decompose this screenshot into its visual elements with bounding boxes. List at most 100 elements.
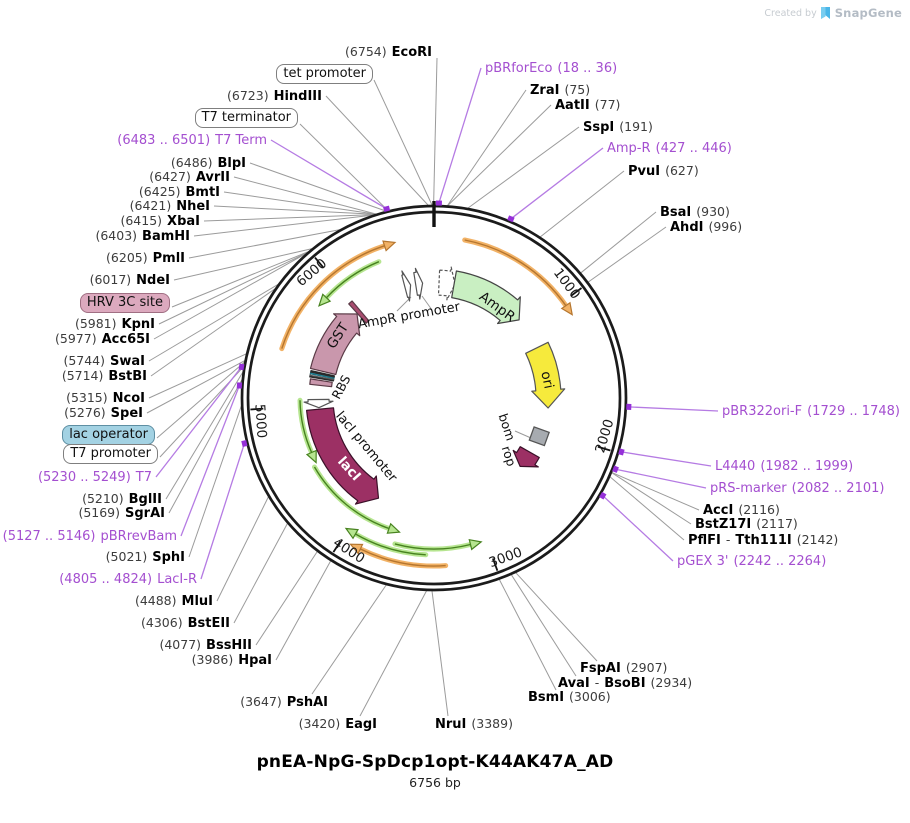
- avrii-text-1: AvrII: [195, 170, 230, 185]
- t7-term-primer-label[interactable]: (6483 .. 6501) T7 Term: [117, 131, 267, 149]
- snapgene-logo-icon: [820, 6, 830, 19]
- bstz17i-label[interactable]: BstZ17I (2117): [695, 515, 798, 533]
- eagi-label[interactable]: (3420) EagI: [299, 715, 377, 733]
- feature-t7-terminator-glyph[interactable]: [401, 270, 412, 302]
- pbr322ori-f-label[interactable]: pBR322ori-F (1729 .. 1748): [722, 402, 900, 420]
- blpi-label[interactable]: (6486) BlpI: [171, 154, 246, 172]
- hpai-label[interactable]: (3986) HpaI: [192, 651, 272, 669]
- acci-text-0: AccI: [703, 503, 734, 518]
- acc65i-label[interactable]: (5977) Acc65I: [55, 330, 150, 348]
- laci-r-label[interactable]: (4805 .. 4824) LacI-R: [59, 570, 197, 588]
- sgrai-text-1: SgrAI: [125, 506, 165, 521]
- ecori-label[interactable]: (6754) EcoRI: [345, 43, 432, 61]
- nrui-label[interactable]: NruI (3389): [435, 715, 513, 733]
- hindiii-label[interactable]: (6723) HindIII: [227, 87, 322, 105]
- feature-ori[interactable]: [525, 341, 566, 409]
- avai-bsobi-label[interactable]: AvaI - BsoBI (2934): [558, 674, 692, 692]
- fspai-label[interactable]: FspAI (2907): [580, 659, 667, 677]
- feature-hrv-3c-site[interactable]: [348, 300, 370, 324]
- bsshii-label[interactable]: (4077) BssHII: [159, 636, 252, 654]
- avai-bsobi-text-0: AvaI: [558, 676, 590, 691]
- feature-laci[interactable]: [306, 407, 380, 505]
- nhei-label[interactable]: (6421) NheI: [130, 197, 210, 215]
- bsai-label[interactable]: BsaI (930): [660, 203, 730, 221]
- amp-r-primer-label[interactable]: Amp-R (427 .. 446): [607, 139, 732, 157]
- feature-rbs[interactable]: [309, 378, 333, 388]
- pflfi-tth111i-text-0: PflFI: [688, 533, 721, 548]
- created-by-text: Created by: [764, 7, 817, 19]
- feature-rop[interactable]: [512, 446, 540, 468]
- bsmi-label[interactable]: BsmI (3006): [528, 688, 611, 706]
- feature-laci-promoter-glyph[interactable]: [303, 398, 334, 409]
- ncoi-label[interactable]: (5315) NcoI: [66, 389, 145, 407]
- bsteii-label[interactable]: (4306) BstEII: [141, 614, 230, 632]
- ncoi-text-0: (5315): [66, 390, 108, 405]
- plasmid-length: 6756 bp: [409, 775, 461, 790]
- aatii-label[interactable]: AatII (77): [555, 96, 620, 114]
- spei-label[interactable]: (5276) SpeI: [64, 404, 143, 422]
- bglii-label[interactable]: (5210) BglII: [82, 490, 162, 508]
- mlui-label[interactable]: (4488) MluI: [135, 592, 213, 610]
- swai-text-0: (5744): [63, 353, 106, 368]
- ahdi-label[interactable]: AhdI (996): [670, 218, 742, 236]
- bsai-text-0: BsaI: [660, 205, 692, 220]
- pvui-label[interactable]: PvuI (627): [628, 162, 699, 180]
- blpi-text-0: (6486): [170, 155, 213, 170]
- t7-primer-label[interactable]: (5230 .. 5249) T7: [38, 468, 152, 486]
- orf-arrowhead-2: [349, 543, 364, 555]
- feature-bom[interactable]: [528, 426, 550, 447]
- bstbi-label[interactable]: (5714) BstBI: [62, 367, 147, 385]
- t7-terminator-label[interactable]: T7 terminator: [194, 108, 298, 128]
- feature-gst[interactable]: [309, 313, 361, 376]
- feature-ampr-promoter-glyph[interactable]: [413, 267, 424, 300]
- sspi-label[interactable]: SspI (191): [583, 118, 653, 136]
- pshai-label[interactable]: (3647) PshAI: [240, 693, 328, 711]
- hrv-3c-badge-label[interactable]: HRV 3C site: [79, 293, 170, 313]
- ndei-label[interactable]: (6017) NdeI: [90, 271, 170, 289]
- pmli-text-0: (6205): [106, 250, 148, 265]
- ahdi-text-1: (996): [708, 219, 743, 234]
- tet-promoter-label[interactable]: tet promoter: [276, 64, 373, 84]
- xbai-label[interactable]: (6415) XbaI: [120, 212, 200, 230]
- bsteii-text-0: (4306): [141, 615, 183, 630]
- tick-1000: [570, 287, 583, 297]
- pbrforeco-label[interactable]: pBRforEco (18 .. 36): [485, 59, 617, 77]
- avrii-label[interactable]: (6427) AvrII: [149, 168, 230, 186]
- ndei-text-0: (6017): [89, 272, 132, 287]
- acci-label[interactable]: AccI (2116): [703, 501, 780, 519]
- laci-r-text-0: (4805 .. 4824): [59, 572, 153, 587]
- acc65i-text-1: Acc65I: [101, 332, 150, 347]
- feature-ampr[interactable]: [451, 270, 521, 325]
- swai-label[interactable]: (5744) SwaI: [63, 352, 145, 370]
- kpni-label[interactable]: (5981) KpnI: [75, 315, 155, 333]
- zrai-label[interactable]: ZraI (75): [530, 81, 590, 99]
- pmli-label[interactable]: (6205) PmlI: [106, 249, 185, 267]
- bmti-text-1: BmtI: [185, 185, 220, 200]
- pflfi-tth111i-label[interactable]: PflFI - Tth111I (2142): [688, 531, 838, 549]
- aatii-text-1: (77): [594, 97, 621, 112]
- pgex-3-label[interactable]: pGEX 3' (2242 .. 2264): [677, 552, 826, 570]
- t7-promoter-badge-label[interactable]: T7 promoter: [63, 444, 158, 464]
- sspi-text-0: SspI: [583, 120, 615, 135]
- prs-marker-text-1: (2082 .. 2101): [791, 481, 885, 496]
- lac-operator-badge-label[interactable]: lac operator: [62, 425, 155, 445]
- prs-marker-label[interactable]: pRS-marker (2082 .. 2101): [710, 479, 884, 497]
- feature-ampr-signal[interactable]: [437, 266, 456, 301]
- l4440-text-1: (1982 .. 1999): [760, 459, 854, 474]
- bsai-text-1: (930): [696, 204, 730, 219]
- prs-marker-text-0: pRS-marker: [710, 481, 787, 496]
- bglii-text-0: (5210): [82, 491, 124, 506]
- pbrrevbam-text-1: pBRrevBam: [100, 529, 177, 544]
- nrui-text-1: (3389): [471, 716, 513, 731]
- bmti-label[interactable]: (6425) BmtI: [139, 183, 220, 201]
- bamhi-label[interactable]: (6403) BamHI: [95, 227, 190, 245]
- lac-operator-badge-text-0: lac operator: [62, 425, 155, 445]
- sgrai-label[interactable]: (5169) SgrAI: [78, 504, 165, 522]
- pflfi-tth111i-text-1: -: [725, 532, 731, 547]
- tick-4000: [332, 540, 342, 553]
- pbrrevbam-label[interactable]: (5127 .. 5146) pBRrevBam: [3, 527, 177, 545]
- l4440-label[interactable]: L4440 (1982 .. 1999): [715, 457, 853, 475]
- feature-mcs-stripe-4[interactable]: [310, 370, 335, 378]
- sphi-label[interactable]: (5021) SphI: [106, 548, 185, 566]
